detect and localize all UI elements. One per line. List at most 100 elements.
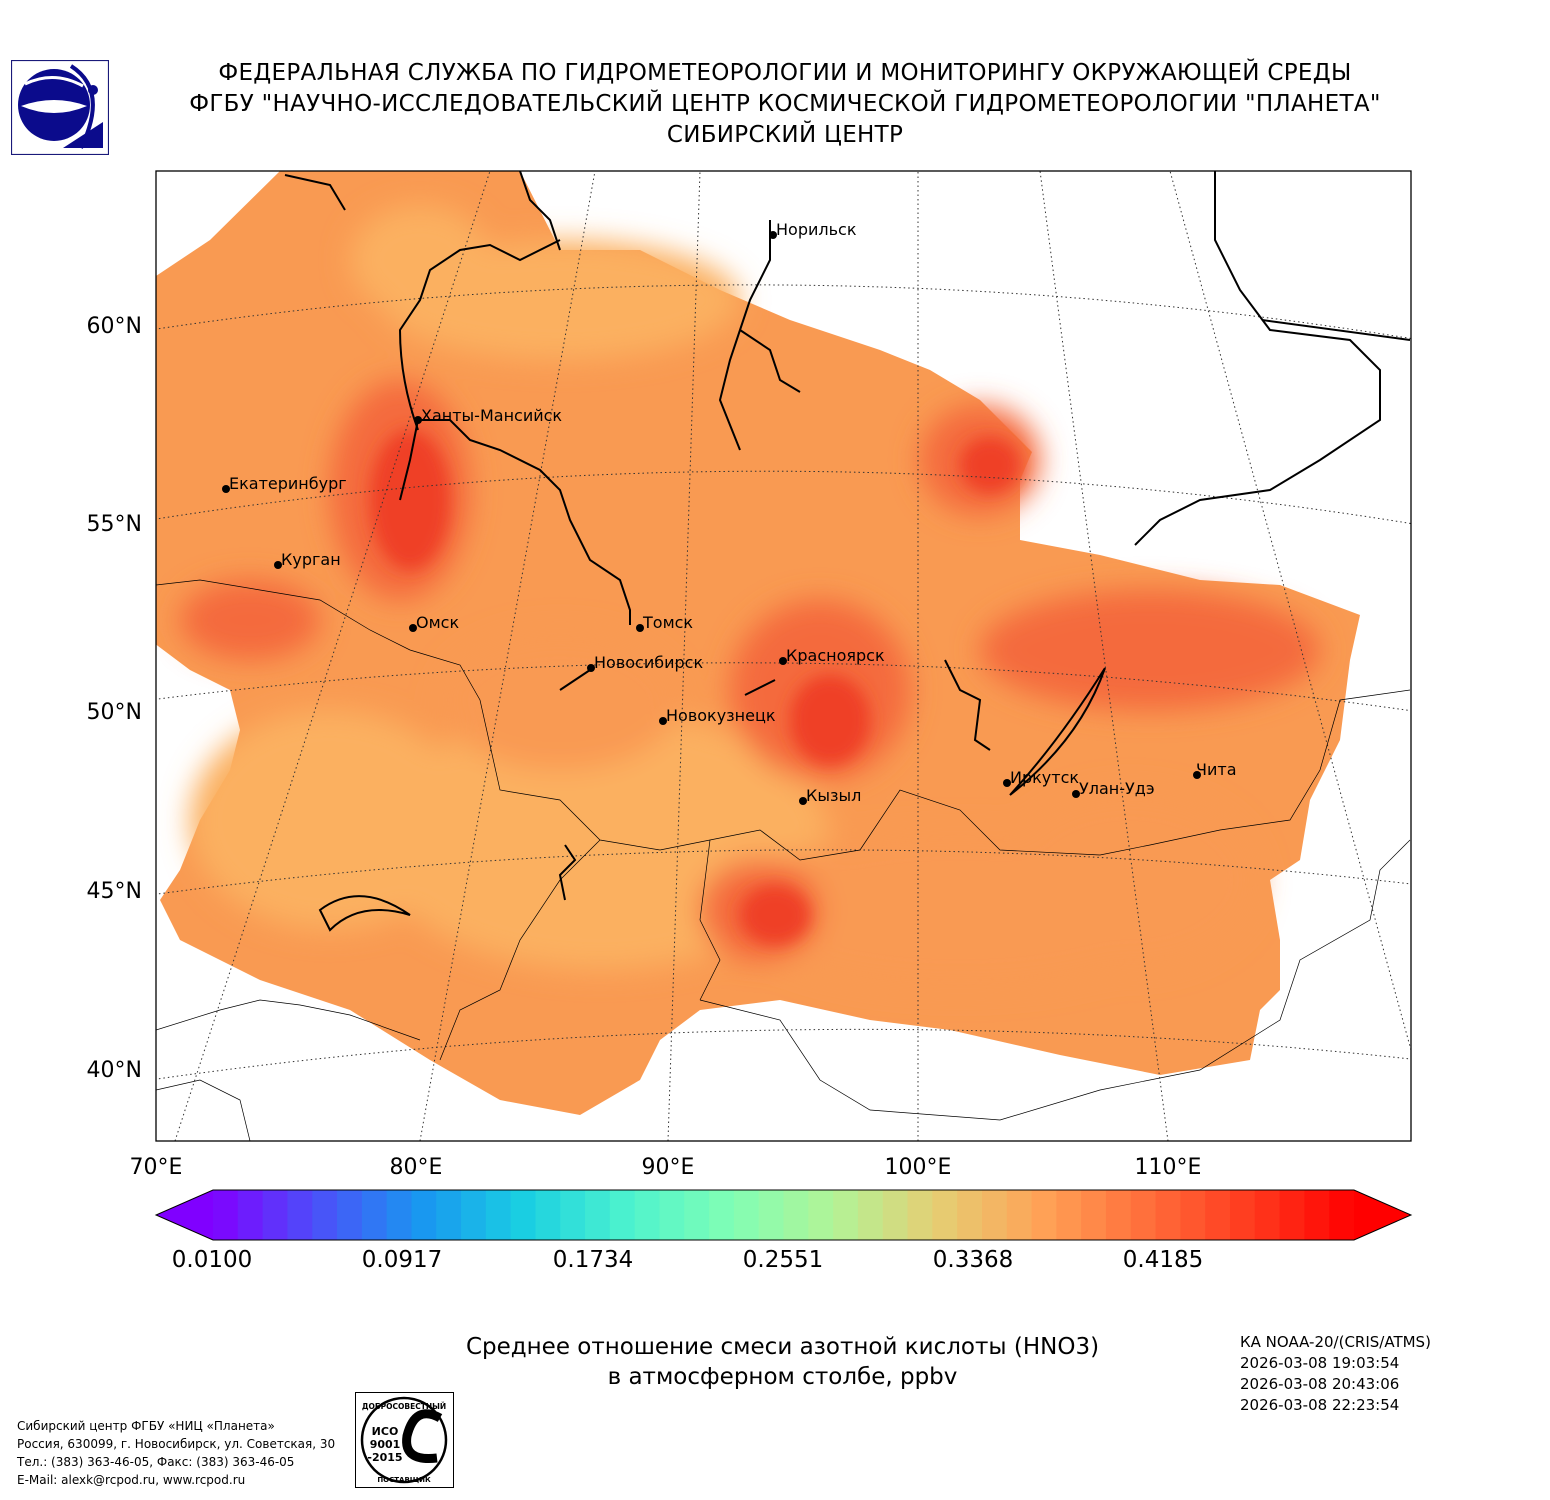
lat-label: 45°N	[87, 879, 142, 904]
footer-contacts: Сибирский центр ФГБУ «НИЦ «Планета» Росс…	[17, 1417, 335, 1489]
colorbar-segment	[1081, 1190, 1107, 1240]
colorbar-segments	[213, 1190, 1355, 1240]
iso-text-3: -2015	[367, 1451, 402, 1464]
iso-text-2: 9001	[370, 1438, 401, 1451]
header-line-3: СИБИРСКИЙ ЦЕНТР	[666, 122, 904, 148]
lon-label: 90°E	[642, 1155, 695, 1180]
colorbar-segment	[361, 1190, 388, 1240]
colorbar-segment	[758, 1190, 785, 1240]
colorbar-segment	[783, 1190, 809, 1240]
colorbar-segment	[857, 1190, 884, 1240]
city-label: Курган	[281, 550, 341, 569]
rivers-coastlines	[284, 171, 1411, 932]
lat-label: 55°N	[87, 512, 142, 537]
map-frame	[155, 170, 1412, 1142]
borders	[156, 579, 1411, 1141]
colorbar-segment	[436, 1190, 462, 1240]
field-peak-region	[960, 437, 1020, 493]
city-markers	[222, 231, 1201, 805]
colorbar-segment	[882, 1190, 909, 1240]
footer-line: E-Mail: alexk@rcpod.ru, www.rcpod.ru	[17, 1473, 246, 1487]
colorbar-outline	[154, 1189, 1413, 1241]
lon-label: 70°E	[130, 1155, 183, 1180]
map-caption: Среднее отношение смеси азотной кислоты …	[380, 1332, 1185, 1392]
iso-9001-badge: ДОБРОСОВЕСТНЫЙ ИСО 9001 -2015 ПОСТАВЩИК	[355, 1392, 454, 1488]
city-marker-norilsk	[769, 231, 777, 239]
colorbar-segment	[237, 1190, 264, 1240]
lon-axis-labels: 70°E 80°E 90°E 100°E 110°E	[130, 1155, 1202, 1180]
caption-line-1: Среднее отношение смеси азотной кислоты …	[465, 1334, 1100, 1360]
colorbar-segment	[262, 1190, 289, 1240]
header-line-2: ФГБУ "НАУЧНО-ИССЛЕДОВАТЕЛЬСКИЙ ЦЕНТР КОС…	[189, 91, 1381, 117]
colorbar-segment	[585, 1190, 611, 1240]
lon-label: 100°E	[885, 1155, 952, 1180]
city-marker-irkutsk	[1003, 779, 1011, 787]
colorbar-segment	[907, 1190, 933, 1240]
colorbar-segment	[1329, 1190, 1355, 1240]
colorbar-segment	[808, 1190, 834, 1240]
field-low-region	[350, 205, 490, 315]
colorbar-segment	[213, 1190, 239, 1240]
colorbar-labels: 0.0100 0.0917 0.1734 0.2551 0.3368 0.418…	[172, 1247, 1203, 1273]
colorbar-segment	[609, 1190, 636, 1240]
satellite-info: КА NOAA-20/(CRIS/ATMS) 2026-03-08 19:03:…	[1240, 1332, 1431, 1416]
colorbar: 0.0100 0.0917 0.1734 0.2551 0.3368 0.418…	[154, 1189, 1413, 1273]
city-marker-novokuznetsk	[659, 717, 667, 725]
city-marker-tomsk	[636, 624, 644, 632]
satellite-time: 2026-03-08 19:03:54	[1240, 1354, 1400, 1372]
colorbar-segment	[1155, 1190, 1181, 1240]
colorbar-segment	[1006, 1190, 1033, 1240]
city-label: Красноярск	[786, 646, 885, 665]
city-marker-yekaterinburg	[222, 485, 230, 493]
iso-text-1: ИСО	[372, 1425, 399, 1438]
colorbar-segment	[535, 1190, 561, 1240]
colorbar-segment	[957, 1190, 983, 1240]
city-label: Чита	[1196, 760, 1237, 779]
iso-top-text: ДОБРОСОВЕСТНЫЙ	[362, 1402, 446, 1411]
colorbar-label: 0.3368	[933, 1247, 1013, 1273]
colorbar-segment	[932, 1190, 958, 1240]
caption-line-2: в атмосферном столбе, ppbv	[607, 1364, 958, 1390]
footer-line: Сибирский центр ФГБУ «НИЦ «Планета»	[17, 1419, 275, 1433]
colorbar-max-extend	[1354, 1190, 1411, 1240]
footer-line: Тел.: (383) 363-46-05, Факс: (383) 363-4…	[17, 1455, 295, 1469]
field-mid-region	[1000, 790, 1260, 970]
colorbar-segment	[1279, 1190, 1305, 1240]
city-marker-krasnoyarsk	[779, 657, 787, 665]
graticule	[156, 171, 1411, 1141]
colorbar-segment	[1105, 1190, 1132, 1240]
field-peak-region	[790, 675, 870, 765]
colorbar-segment	[833, 1190, 859, 1240]
colorbar-segment	[684, 1190, 710, 1240]
colorbar-segment	[709, 1190, 735, 1240]
header: ФЕДЕРАЛЬНАЯ СЛУЖБА ПО ГИДРОМЕТЕОРОЛОГИИ …	[120, 58, 1450, 151]
lon-label: 110°E	[1135, 1155, 1202, 1180]
colorbar-segment	[1229, 1190, 1256, 1240]
colorbar-segment	[659, 1190, 685, 1240]
colorbar-label: 0.0100	[172, 1247, 252, 1273]
city-label: Омск	[416, 613, 459, 632]
header-line-1: ФЕДЕРАЛЬНАЯ СЛУЖБА ПО ГИДРОМЕТЕОРОЛОГИИ …	[218, 60, 1352, 86]
colorbar-segment	[1180, 1190, 1206, 1240]
field-peak-region	[740, 885, 810, 945]
colorbar-segment	[1254, 1190, 1281, 1240]
city-labels: Норильск Ханты-Мансийск Екатеринбург Кур…	[229, 220, 1237, 805]
city-label: Иркутск	[1010, 768, 1079, 787]
colorbar-segment	[1205, 1190, 1231, 1240]
colorbar-segment	[337, 1190, 363, 1240]
colorbar-segment	[560, 1190, 586, 1240]
colorbar-segment	[461, 1190, 487, 1240]
city-label: Новосибирск	[594, 653, 703, 672]
lat-label: 60°N	[87, 314, 142, 339]
colorbar-label: 0.2551	[743, 1247, 823, 1273]
colorbar-label: 0.1734	[553, 1247, 633, 1273]
planeta-logo	[11, 60, 109, 155]
city-label: Кызыл	[806, 786, 861, 805]
city-label: Новокузнецк	[666, 706, 776, 725]
city-marker-chita	[1193, 771, 1201, 779]
lat-label: 50°N	[87, 700, 142, 725]
city-label: Улан-Удэ	[1079, 779, 1155, 798]
colorbar-segment	[981, 1190, 1008, 1240]
field-high-region	[980, 590, 1320, 710]
city-marker-ulan-ude	[1072, 790, 1080, 798]
